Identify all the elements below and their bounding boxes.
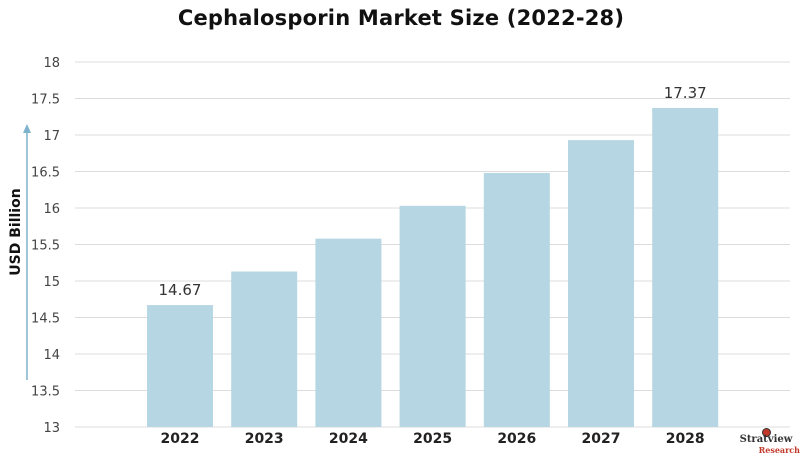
y-tick-label: 16.5	[31, 166, 60, 181]
y-tick-labels: 13 13.5 14 14.5 15 15.5 16 16.5 17 17.5 18	[31, 56, 60, 436]
y-tick-label: 18	[43, 56, 60, 71]
x-tick-label: 2025	[413, 431, 452, 447]
bars	[147, 107, 719, 428]
logo-text-primary: Stratview	[739, 434, 793, 445]
x-tick-label: 2028	[666, 431, 705, 447]
x-tick-label: 2026	[497, 431, 536, 447]
bar-2024	[315, 238, 382, 427]
x-tick-label: 2022	[161, 431, 200, 447]
y-tick-label: 15.5	[31, 239, 60, 254]
y-tick-label: 16	[43, 202, 60, 217]
data-labels: 14.67 17.37	[159, 84, 707, 299]
bar-2025	[399, 205, 466, 427]
data-label-2028: 17.37	[664, 84, 707, 102]
bar-2028	[652, 107, 719, 428]
y-tick-label: 15	[43, 275, 60, 290]
y-axis-arrow	[23, 124, 31, 380]
data-label-2022: 14.67	[159, 281, 202, 299]
y-tick-label: 14	[43, 348, 60, 363]
y-tick-label: 17	[43, 129, 60, 144]
chart-title: Cephalosporin Market Size (2022-28)	[177, 6, 625, 30]
logo-target-icon	[762, 428, 771, 437]
y-tick-label: 13	[43, 421, 60, 436]
y-tick-label: 13.5	[31, 385, 60, 400]
x-tick-labels: 2022 2023 2024 2025 2026 2027 2028	[161, 431, 705, 447]
bar-2023	[231, 271, 298, 427]
y-tick-label: 14.5	[31, 312, 60, 327]
stratview-logo: Stratview Research	[732, 428, 800, 458]
x-tick-label: 2024	[329, 431, 368, 447]
x-tick-label: 2027	[582, 431, 621, 447]
bar-2027	[568, 140, 634, 428]
y-axis-label: USD Billion	[8, 188, 24, 275]
bar-2026	[483, 172, 550, 427]
logo-text-secondary: Research	[758, 445, 800, 455]
y-tick-label: 17.5	[31, 93, 60, 108]
bar-2022	[147, 305, 213, 427]
x-tick-label: 2023	[245, 431, 284, 447]
